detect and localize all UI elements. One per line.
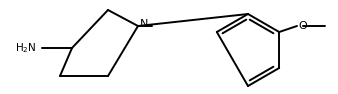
Text: O: O: [298, 21, 307, 31]
Text: N: N: [140, 19, 148, 29]
Text: H$_2$N: H$_2$N: [15, 41, 37, 55]
